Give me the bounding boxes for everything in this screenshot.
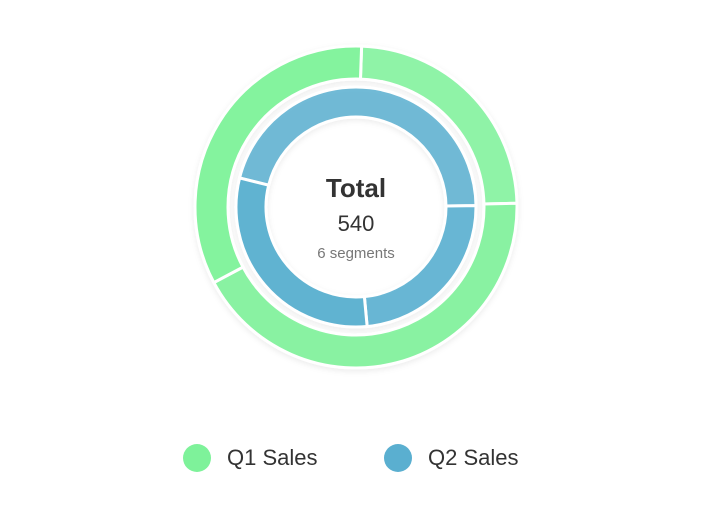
legend-swatch	[384, 444, 412, 472]
legend-label: Q2 Sales	[428, 445, 519, 470]
center-total: 540	[338, 211, 375, 236]
center-note: 6 segments	[317, 245, 395, 262]
center-label: Total	[326, 173, 386, 203]
legend-label: Q1 Sales	[227, 445, 318, 470]
legend-swatch	[183, 444, 211, 472]
donut-segment	[237, 85, 478, 208]
donut-segment	[193, 44, 364, 285]
donut-segment	[234, 176, 369, 329]
